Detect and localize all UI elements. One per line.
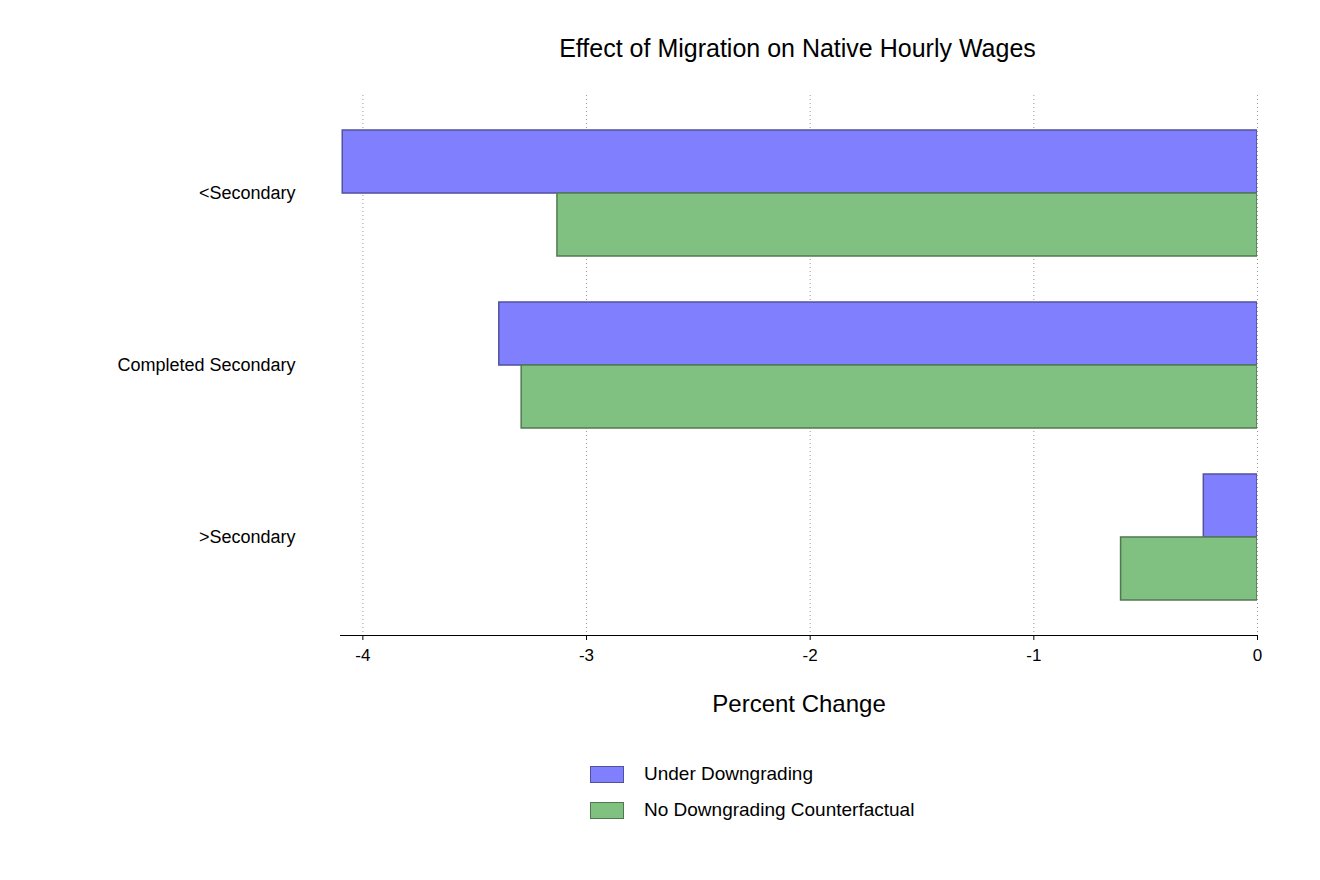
svg-text:>Secondary: >Secondary	[199, 527, 296, 547]
svg-text:0: 0	[1253, 646, 1262, 665]
svg-text:<Secondary: <Secondary	[199, 183, 296, 203]
svg-text:Completed Secondary: Completed Secondary	[117, 355, 295, 375]
html-text:No Downgrading Counterfactual: No Downgrading Counterfactual	[644, 799, 915, 820]
svg-text:Percent Change: Percent Change	[712, 690, 885, 717]
svg-text:-4: -4	[355, 646, 370, 665]
svg-text:-1: -1	[1026, 646, 1041, 665]
html-text:Effect of Migration on Native: Effect of Migration on Native Hourly Wag…	[559, 34, 1036, 62]
svg-text:-2: -2	[803, 646, 818, 665]
svg-text:-3: -3	[579, 646, 594, 665]
html-text:Under Downgrading: Under Downgrading	[644, 763, 813, 784]
